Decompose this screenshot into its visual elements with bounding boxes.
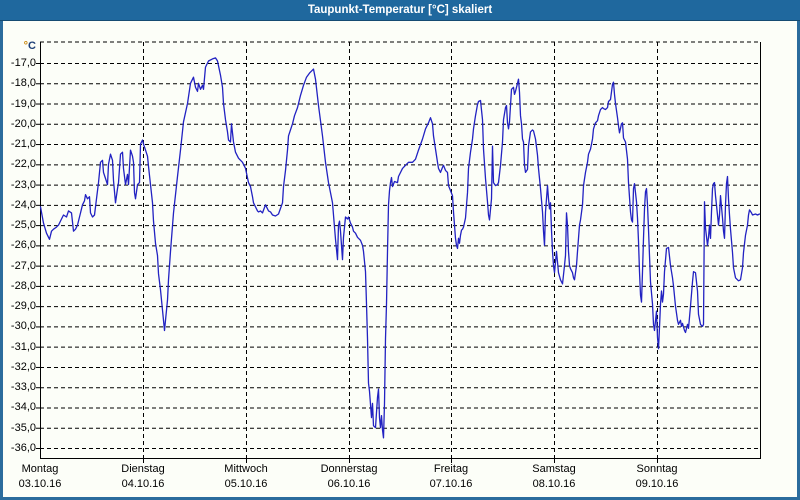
window-border-right (797, 21, 800, 500)
y-axis-tick-label: -35,0 (10, 422, 36, 434)
y-axis-tick-label: -21,0 (10, 138, 36, 150)
x-axis-day-label: Samstag (532, 463, 576, 475)
y-axis-tick-label: -28,0 (10, 280, 36, 292)
x-axis-day-label: Mittwoch (224, 463, 268, 475)
window-title-bar: Taupunkt-Temperatur [°C] skaliert (0, 0, 800, 21)
y-axis-tick-label: -30,0 (10, 320, 36, 332)
x-axis-date-label: 08.10.16 (532, 478, 576, 490)
unit-letter: C (28, 40, 36, 52)
y-axis-tick-label: -33,0 (10, 381, 36, 393)
x-axis-date-label: 06.10.16 (327, 478, 371, 490)
x-axis-date-label: 03.10.16 (18, 478, 62, 490)
y-axis-tick-label: -34,0 (10, 401, 36, 413)
temperature-line (39, 57, 761, 439)
y-axis-tick-label: -27,0 (10, 260, 36, 272)
y-axis-tick-label: -22,0 (10, 158, 36, 170)
window-title: Taupunkt-Temperatur [°C] skaliert (307, 4, 493, 16)
x-axis-date-label: 04.10.16 (121, 478, 165, 490)
plot-frame (40, 42, 761, 459)
y-axis-tick-label: -36,0 (10, 442, 36, 454)
x-axis-day-label: Montag (21, 463, 59, 475)
y-axis-tick-label: -19,0 (10, 98, 36, 110)
x-axis-day-label: Sonntag (636, 463, 678, 475)
x-axis-date-label: 09.10.16 (635, 478, 679, 490)
y-axis-tick-label: -24,0 (10, 199, 36, 211)
window-border-left (0, 21, 3, 500)
chart-plot-area (0, 21, 800, 500)
y-axis-tick-label: -26,0 (10, 239, 36, 251)
y-axis-tick-label: -20,0 (10, 118, 36, 130)
x-axis-date-label: 07.10.16 (429, 478, 473, 490)
window-border-bottom (0, 497, 800, 500)
y-axis-tick-label: -23,0 (10, 179, 36, 191)
degree-symbol: ° (23, 40, 29, 52)
y-axis-tick-label: -31,0 (10, 341, 36, 353)
y-axis-tick-label: -25,0 (10, 219, 36, 231)
y-axis-tick-label: -29,0 (10, 300, 36, 312)
x-axis-day-label: Donnerstag (320, 463, 378, 475)
y-axis-tick-label: -18,0 (10, 77, 36, 89)
x-axis-date-label: 05.10.16 (224, 478, 268, 490)
y-axis-unit: °C (0, 39, 36, 53)
x-axis-day-label: Freitag (433, 463, 469, 475)
x-axis-day-label: Dienstag (121, 463, 165, 475)
y-axis-tick-label: -32,0 (10, 361, 36, 373)
y-axis-tick-label: -17,0 (10, 57, 36, 69)
